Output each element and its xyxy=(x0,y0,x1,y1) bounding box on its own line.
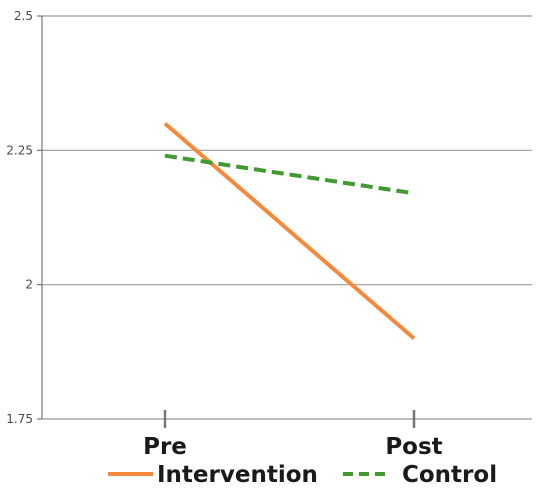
grid-layer xyxy=(42,15,532,420)
legend: Intervention Control xyxy=(108,462,497,488)
y-tick-label: 1.75 xyxy=(6,412,33,426)
y-tick-label: 2 xyxy=(25,278,33,292)
y-tick-label: 2.5 xyxy=(14,9,33,23)
series-layer xyxy=(163,121,416,340)
x-tick-label: Post xyxy=(385,434,442,460)
legend-label-control: Control xyxy=(402,462,497,488)
label-layer: 1.75 2 2.25 2.5 Pre Post xyxy=(6,9,442,460)
y-tick-label: 2.25 xyxy=(6,143,33,157)
series-line-control xyxy=(164,153,415,196)
x-tick-label: Pre xyxy=(143,434,187,460)
legend-label-intervention: Intervention xyxy=(157,462,318,488)
axis-layer xyxy=(37,15,416,428)
series-line-intervention xyxy=(163,121,416,340)
